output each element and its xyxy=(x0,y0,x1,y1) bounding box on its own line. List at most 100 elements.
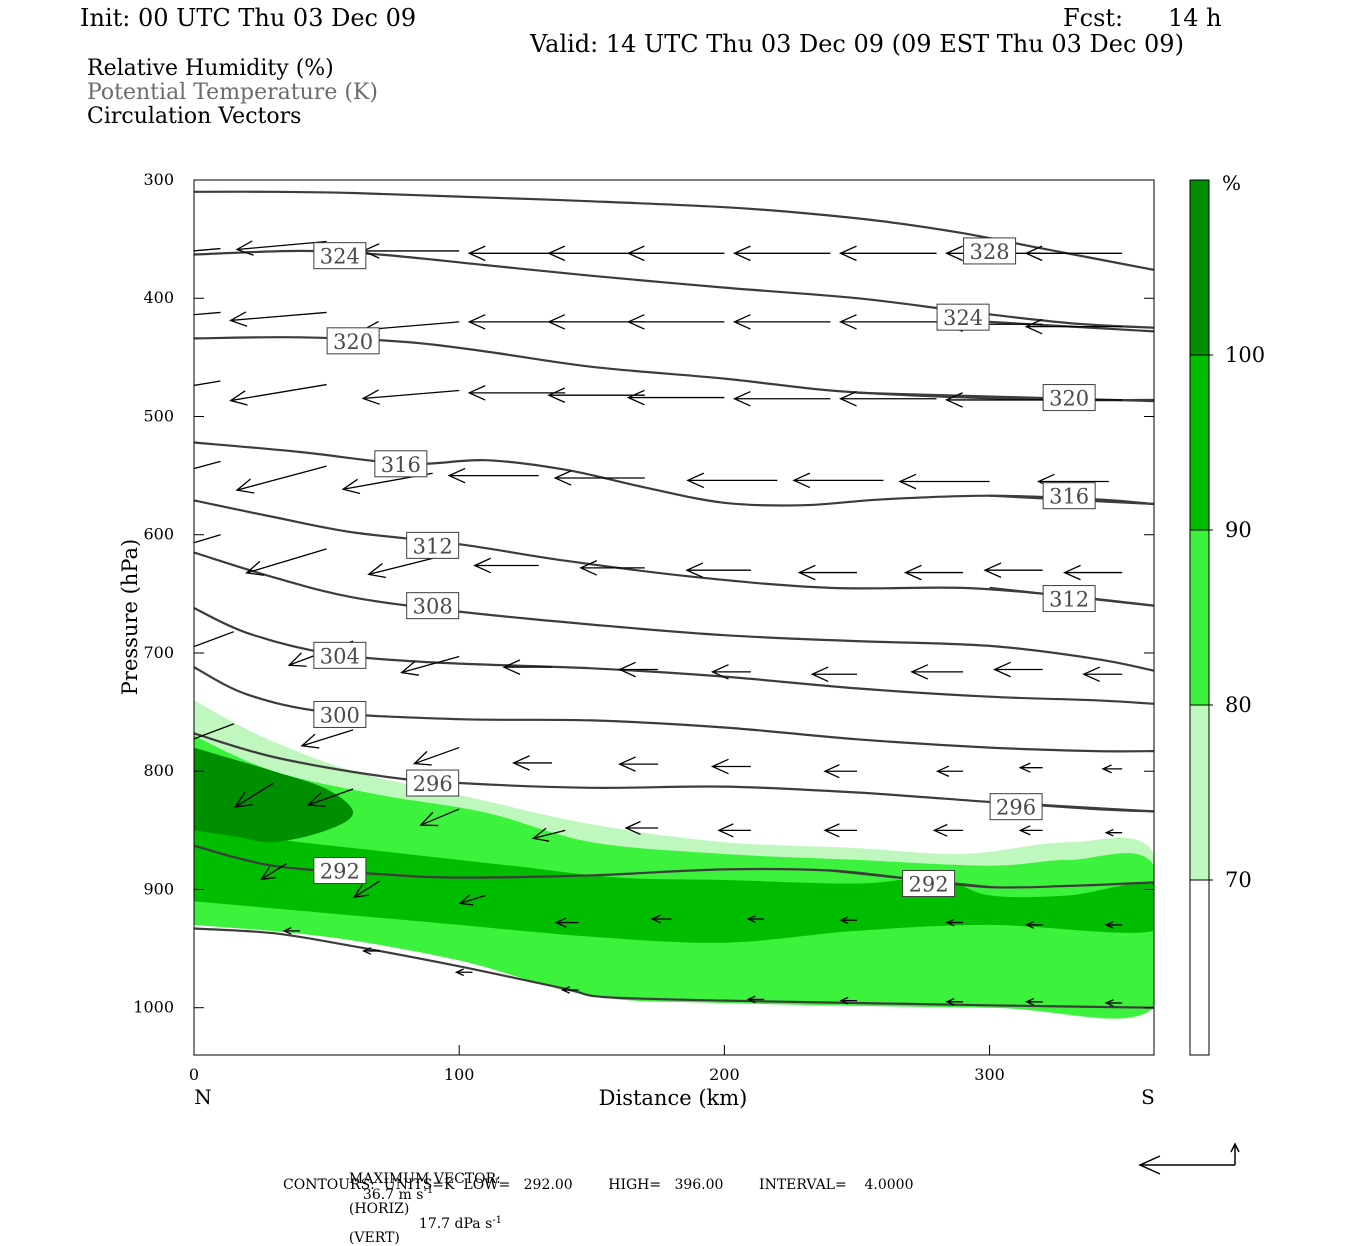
circulation-vector xyxy=(732,314,831,330)
circulation-vector xyxy=(194,460,221,470)
circulation-vector xyxy=(306,788,354,807)
circulation-vector xyxy=(993,661,1043,678)
x-tick-label: 100 xyxy=(444,1065,475,1084)
theta-label-text: 296 xyxy=(413,772,453,796)
circulation-vector xyxy=(624,820,659,836)
circulation-vector xyxy=(983,562,1043,578)
horiz-max-exponent: -1 xyxy=(423,1185,434,1196)
circulation-vector xyxy=(194,247,221,252)
y-tick-label: 400 xyxy=(143,288,174,307)
theta-label-text: 316 xyxy=(1049,485,1089,509)
max-vector-line: MAXIMUM VECTOR: 36.7 m s-1 (HORIZ) 17.7 … xyxy=(340,1158,502,1245)
circulation-vector xyxy=(626,314,725,330)
rh-region-r100-3 xyxy=(194,747,354,843)
colorbar-segment xyxy=(1190,880,1209,1055)
theta-field-label: Potential Temperature (K) xyxy=(87,80,378,105)
theta-label-316: 316 xyxy=(374,450,428,478)
theta-label-320: 320 xyxy=(1042,384,1096,412)
colorbar-segment xyxy=(1190,180,1209,355)
circulation-vector xyxy=(686,472,778,489)
circulation-vector xyxy=(502,659,553,675)
theta-label-text: 312 xyxy=(413,534,453,558)
reference-vector-icon xyxy=(1138,1142,1240,1175)
theta-label-316: 316 xyxy=(1042,482,1096,510)
max-vector-label: MAXIMUM VECTOR: xyxy=(348,1171,501,1187)
circulation-vector xyxy=(838,314,937,330)
circulation-vector xyxy=(710,664,751,680)
circulation-vector xyxy=(367,557,433,579)
rh-region-r80-1 xyxy=(194,735,1154,1019)
circulation-vector xyxy=(1104,921,1123,929)
circulation-vector xyxy=(245,548,327,576)
circulation-vector xyxy=(194,631,235,648)
circulation-vector xyxy=(235,240,327,256)
circulation-vector xyxy=(618,661,659,678)
colorbar-frame xyxy=(1189,179,1210,1056)
x-end-right-label: S xyxy=(1141,1085,1155,1109)
circulation-vector xyxy=(626,389,725,406)
theta-label-292: 292 xyxy=(313,857,367,885)
y-tick-label: 300 xyxy=(143,170,174,189)
vert-max-value: 17.7 dPa s xyxy=(418,1216,493,1233)
circulation-vector xyxy=(710,758,751,775)
circulation-vector xyxy=(1018,762,1043,773)
theta-label-text: 300 xyxy=(320,703,360,727)
x-end-left-label: N xyxy=(194,1085,212,1109)
horiz-max-value: 36.7 m s xyxy=(362,1186,424,1203)
rh-shading xyxy=(194,700,1154,1020)
y-tick-label: 500 xyxy=(143,406,174,425)
circulation-vector xyxy=(531,827,566,842)
contour-info: CONTOURS: UNITS=K LOW= 292.00 HIGH= 396.… xyxy=(283,1177,914,1193)
theta-label-text: 292 xyxy=(909,873,949,897)
y-tick-label: 900 xyxy=(143,879,174,898)
y-tick-label: 700 xyxy=(143,643,174,662)
init-time: Init: 00 UTC Thu 03 Dec 09 xyxy=(80,4,417,32)
circulation-vector xyxy=(553,470,645,486)
circulation-vector xyxy=(1025,921,1043,929)
circulation-vector xyxy=(1104,828,1123,837)
circulation-vector xyxy=(282,927,301,935)
circulation-vector xyxy=(560,986,579,994)
circulation-vector xyxy=(839,916,857,925)
circulation-vector xyxy=(650,914,672,924)
circulation-vector xyxy=(361,243,460,259)
circulation-vector xyxy=(467,385,566,401)
circulation-vector xyxy=(447,467,539,484)
circulation-vector xyxy=(1062,564,1123,581)
circulation-vector xyxy=(194,311,221,316)
circulation-vector xyxy=(400,655,460,676)
circulation-vector xyxy=(229,311,327,327)
circulation-vector xyxy=(458,894,486,906)
axes: 300 400 500 600 700 800 900 1000 0 100 200 300 xyxy=(133,170,1154,1084)
theta-label-308: 308 xyxy=(406,592,460,620)
theta-label-text: 304 xyxy=(320,644,360,668)
circulation-vector xyxy=(362,947,380,955)
circulation-vector xyxy=(810,666,857,683)
circulation-vector xyxy=(300,729,354,749)
circulation-vector xyxy=(797,564,857,581)
colorbar-level-label: 70 xyxy=(1225,868,1252,892)
x-axis-title: Distance (km) xyxy=(599,1086,748,1110)
valid-time: Valid: 14 UTC Thu 03 Dec 09 (09 EST Thu … xyxy=(530,30,1184,58)
theta-label-296: 296 xyxy=(989,793,1043,821)
circulation-vector xyxy=(259,862,288,881)
circulation-vector xyxy=(554,917,579,928)
theta-contour-9 xyxy=(194,551,1154,672)
circulation-vector xyxy=(898,473,990,490)
circulation-vector xyxy=(838,390,937,407)
circulation-vector xyxy=(361,389,460,405)
vert-tag: (VERT) xyxy=(348,1230,400,1246)
circulation-vector xyxy=(194,380,221,387)
y-axis-title: Pressure (hPa) xyxy=(118,539,142,695)
circulation-vector xyxy=(454,968,473,977)
rh-field-label: Relative Humidity (%) xyxy=(87,56,334,81)
theta-label-300: 300 xyxy=(313,700,367,728)
circulation-vector xyxy=(1025,997,1043,1006)
circulation-vector xyxy=(235,465,327,494)
circulation-vector xyxy=(945,392,1043,408)
colorbar-level-label: 90 xyxy=(1225,518,1252,542)
theta-contour-10 xyxy=(194,607,1154,705)
circulation-vector xyxy=(1082,666,1123,683)
circulation-vector xyxy=(412,746,460,766)
x-tick-label: 0 xyxy=(189,1065,199,1084)
